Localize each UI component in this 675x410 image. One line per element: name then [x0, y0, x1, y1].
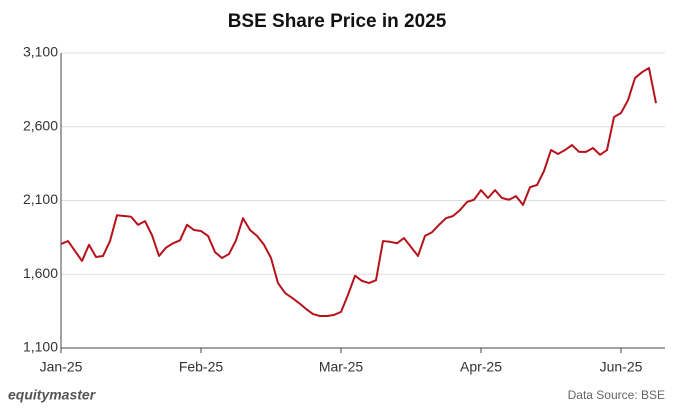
- x-tick-label: Feb-25: [179, 359, 224, 375]
- y-tick-label: 2,100: [23, 191, 58, 207]
- x-tick-label: Jun-25: [600, 359, 643, 375]
- y-tick-label: 1,100: [23, 339, 58, 355]
- price-line: [60, 67, 657, 317]
- brand: equitymaster: [8, 387, 97, 403]
- y-tick-label: 3,100: [23, 44, 58, 60]
- chart-title: BSE Share Price in 2025: [228, 11, 447, 32]
- source: Data Source: BSE: [568, 388, 665, 402]
- x-tick-label: Mar-25: [319, 359, 364, 375]
- x-tick-label: Jan-25: [40, 359, 83, 375]
- y-tick-label: 2,600: [23, 117, 58, 133]
- y-tick-label: 1,600: [23, 265, 58, 281]
- x-tick-label: Apr-25: [460, 359, 502, 375]
